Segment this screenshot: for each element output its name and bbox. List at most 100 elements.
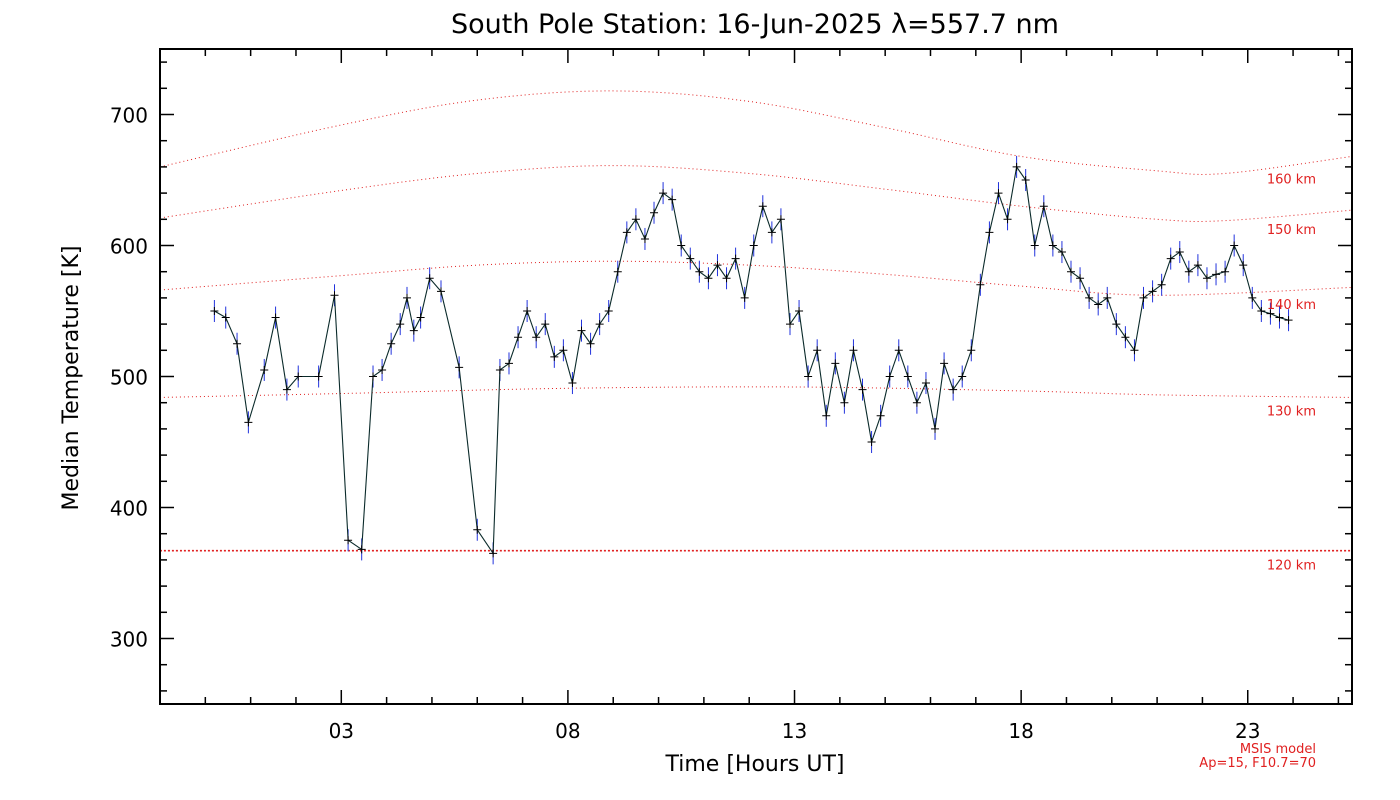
data-point (849, 346, 858, 355)
data-point (767, 228, 776, 237)
data-point (387, 339, 396, 348)
model-curve-160-km (159, 90, 1353, 175)
data-point (1094, 300, 1103, 309)
data-point (876, 411, 885, 420)
data-point (1048, 241, 1057, 250)
data-point (640, 234, 649, 243)
data-point (221, 313, 230, 322)
data-point (650, 208, 659, 217)
data-point (1021, 176, 1030, 184)
data-point (586, 339, 595, 348)
data-point (731, 254, 740, 263)
data-point (1202, 274, 1211, 283)
x-tick-label: 13 (782, 719, 807, 743)
data-point (912, 398, 921, 407)
data-point (244, 418, 253, 427)
data-point (357, 545, 366, 554)
data-point (568, 379, 577, 388)
data-point (1221, 267, 1230, 276)
data-point (677, 241, 686, 250)
data-point (749, 241, 758, 250)
data-point (577, 326, 586, 335)
data-point (931, 424, 940, 433)
data-point (532, 333, 541, 342)
data-point (1030, 241, 1039, 250)
data-point (1212, 270, 1221, 279)
data-point (455, 363, 464, 372)
data-point (604, 307, 613, 315)
model-curves (159, 90, 1353, 552)
data-point (740, 293, 749, 302)
y-tick-label: 500 (110, 366, 148, 390)
x-tick-label: 23 (1235, 719, 1260, 743)
data-point (722, 274, 731, 283)
data-point (704, 274, 713, 283)
data-point (958, 372, 967, 381)
data-point (1003, 215, 1012, 224)
data-point (994, 189, 1003, 198)
data-point (903, 372, 912, 381)
data-point (550, 352, 559, 361)
data-point (403, 293, 412, 302)
data-point (233, 339, 242, 348)
data-point (595, 320, 604, 329)
data-point (1166, 254, 1175, 263)
data-point (489, 549, 498, 558)
data-point (1248, 293, 1257, 302)
data-point (659, 189, 668, 198)
data-point (776, 215, 785, 224)
data-point (541, 320, 550, 329)
data-point (885, 372, 894, 381)
chart-title: South Pole Station: 16-Jun-2025 λ=557.7 … (451, 9, 1059, 40)
model-curve-140-km (159, 260, 1353, 296)
data-point (840, 398, 849, 407)
model-curve-label: 120 km (1267, 559, 1316, 574)
model-curve-label: 150 km (1267, 223, 1316, 238)
data-point (260, 365, 269, 374)
model-curve-130-km (159, 386, 1353, 398)
data-point (409, 326, 418, 335)
data-point (1239, 261, 1248, 270)
y-tick-label: 700 (110, 104, 148, 128)
data-point (1148, 287, 1157, 296)
data-point (1103, 293, 1112, 302)
y-tick-label: 300 (110, 628, 148, 652)
data-point (559, 346, 568, 355)
y-tick-label: 400 (110, 497, 148, 521)
y-tick-label: 600 (110, 235, 148, 259)
data-point (1076, 274, 1085, 283)
model-curve-labels: 120 km 130 km 140 km 150 km 160 km (1267, 172, 1316, 573)
data-point (1175, 248, 1184, 257)
data-point (504, 359, 513, 368)
data-point (378, 365, 387, 374)
data-point (822, 411, 831, 420)
data-point (813, 346, 822, 355)
data-point (949, 385, 958, 394)
error-bars (213, 155, 1290, 565)
model-curve-label: 140 km (1267, 298, 1316, 313)
model-curve-label: 160 km (1267, 172, 1316, 187)
data-point (1184, 267, 1193, 276)
data-point (514, 333, 523, 342)
model-note-line1: MSIS model (1240, 742, 1316, 757)
data-point (613, 267, 622, 276)
data-point (758, 202, 767, 211)
data-point (396, 320, 405, 329)
x-axis-label: Time [Hours UT] (665, 752, 845, 777)
x-tick-label: 18 (1008, 719, 1033, 743)
data-point (314, 372, 323, 381)
data-point (713, 261, 722, 270)
data-point (1230, 241, 1239, 250)
data-series (210, 162, 1293, 558)
data-point (1284, 316, 1293, 325)
y-axis-label: Median Temperature [K] (59, 246, 84, 511)
data-point (831, 359, 840, 368)
data-point (804, 372, 813, 381)
data-point (967, 346, 976, 355)
data-point (940, 359, 949, 368)
data-point (1067, 267, 1075, 276)
data-point (894, 346, 903, 355)
data-point (1130, 346, 1139, 355)
data-point (668, 195, 677, 204)
